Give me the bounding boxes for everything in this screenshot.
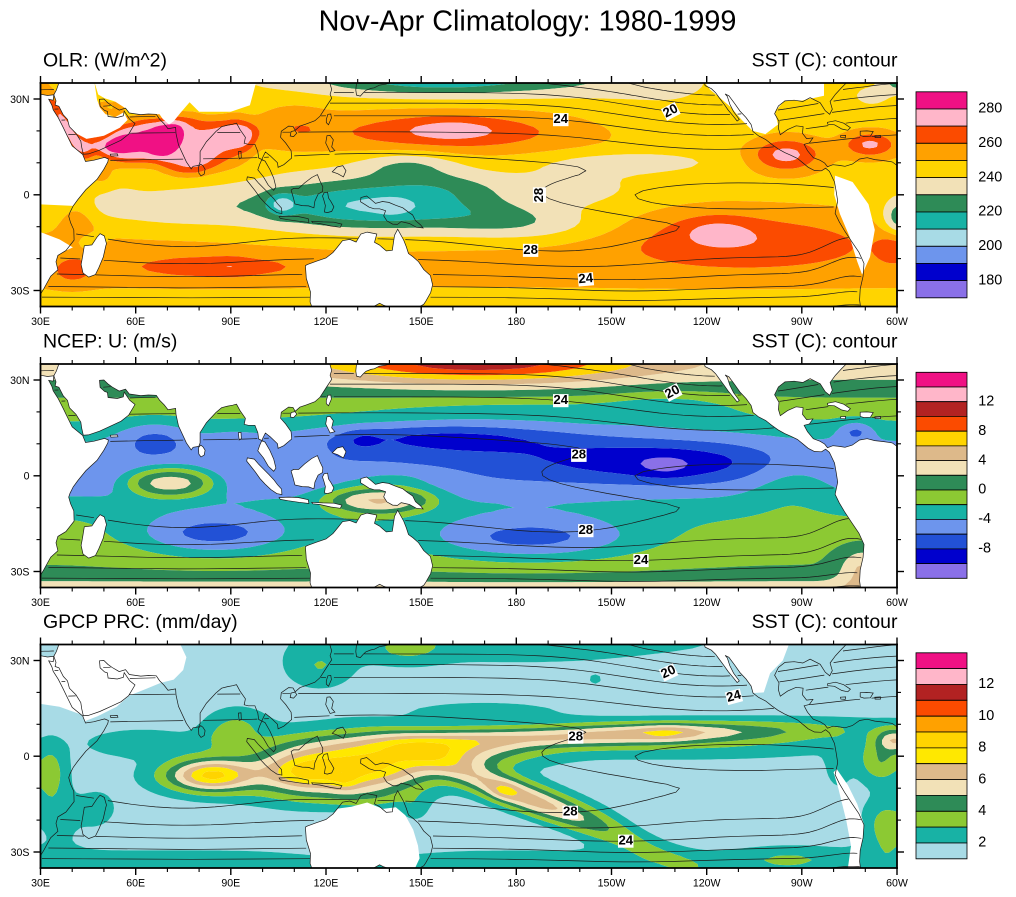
svg-text:30S: 30S [11,285,30,297]
svg-text:30S: 30S [11,566,30,578]
svg-text:28: 28 [571,447,586,462]
svg-text:150W: 150W [598,878,626,890]
svg-text:150E: 150E [409,316,434,328]
svg-text:20: 20 [660,100,680,120]
svg-text:24: 24 [578,270,595,286]
svg-text:24: 24 [725,686,744,704]
svg-text:0: 0 [978,482,986,498]
svg-text:SST (C): contour: SST (C): contour [752,331,898,353]
svg-text:60W: 60W [886,316,908,328]
svg-text:24: 24 [553,111,568,126]
svg-text:0: 0 [24,751,30,763]
svg-text:180: 180 [978,272,1002,288]
svg-text:Nov-Apr Climatology: 1980-1999: Nov-Apr Climatology: 1980-1999 [319,6,737,38]
svg-text:12: 12 [978,394,994,410]
svg-text:180: 180 [507,316,525,328]
svg-text:2: 2 [978,835,986,851]
svg-text:0: 0 [24,190,30,202]
svg-text:180: 180 [507,597,525,609]
svg-text:-4: -4 [978,511,991,527]
svg-text:30E: 30E [31,316,50,328]
svg-text:4: 4 [978,803,986,819]
svg-text:30S: 30S [11,847,30,859]
svg-text:0: 0 [24,471,30,483]
svg-text:24: 24 [553,392,568,407]
svg-text:28: 28 [563,804,578,819]
svg-text:120E: 120E [314,597,339,609]
svg-text:90E: 90E [221,316,240,328]
svg-text:60E: 60E [126,597,145,609]
svg-text:28: 28 [568,729,583,744]
svg-text:60E: 60E [126,316,145,328]
svg-text:28: 28 [578,522,593,537]
svg-text:220: 220 [978,204,1002,220]
svg-text:60W: 60W [886,597,908,609]
svg-text:8: 8 [978,740,986,756]
svg-text:30N: 30N [10,375,29,387]
svg-text:30E: 30E [31,597,50,609]
svg-text:OLR: (W/m^2): OLR: (W/m^2) [43,50,167,72]
svg-text:200: 200 [978,238,1002,254]
svg-text:28: 28 [523,242,538,257]
svg-text:180: 180 [507,878,525,890]
svg-text:120W: 120W [693,597,721,609]
svg-text:30E: 30E [31,878,50,890]
svg-text:90W: 90W [791,316,813,328]
svg-text:GPCP PRC: (mm/day): GPCP PRC: (mm/day) [43,611,238,633]
svg-text:60W: 60W [886,878,908,890]
svg-text:20: 20 [662,381,682,401]
svg-text:28: 28 [531,188,546,203]
svg-text:4: 4 [978,452,986,468]
svg-text:8: 8 [978,423,986,439]
svg-text:150E: 150E [409,878,434,890]
svg-text:NCEP: U: (m/s): NCEP: U: (m/s) [43,331,177,353]
svg-text:60E: 60E [126,878,145,890]
svg-text:90E: 90E [221,597,240,609]
svg-text:24: 24 [634,552,649,567]
svg-text:10: 10 [978,708,994,724]
svg-text:24: 24 [618,833,633,848]
svg-text:280: 280 [978,101,1002,117]
svg-text:120W: 120W [693,878,721,890]
svg-text:90E: 90E [221,878,240,890]
svg-text:260: 260 [978,135,1002,151]
svg-text:120E: 120E [314,878,339,890]
svg-text:120E: 120E [314,316,339,328]
svg-text:240: 240 [978,169,1002,185]
svg-text:6: 6 [978,771,986,787]
svg-text:120W: 120W [693,316,721,328]
svg-text:150W: 150W [598,597,626,609]
svg-text:90W: 90W [791,878,813,890]
svg-text:SST (C): contour: SST (C): contour [752,50,898,72]
svg-text:-8: -8 [978,541,991,557]
svg-text:150W: 150W [598,316,626,328]
svg-text:30N: 30N [10,94,29,106]
svg-text:20: 20 [658,662,678,682]
svg-text:30N: 30N [10,655,29,667]
svg-text:150E: 150E [409,597,434,609]
svg-text:12: 12 [978,676,994,692]
svg-text:SST (C): contour: SST (C): contour [752,611,898,633]
svg-text:90W: 90W [791,597,813,609]
